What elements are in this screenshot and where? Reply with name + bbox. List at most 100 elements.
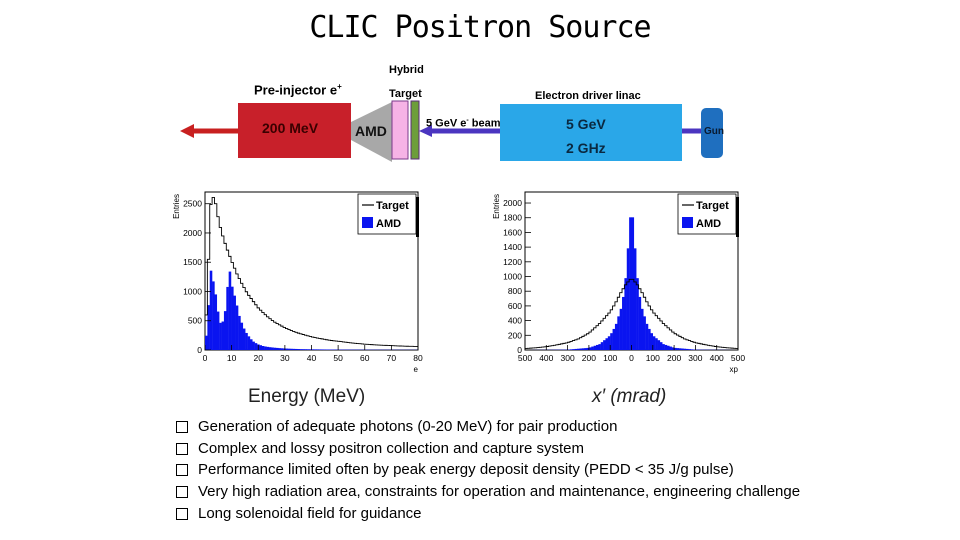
amd-bar xyxy=(290,348,293,350)
y-tick-label: 600 xyxy=(508,301,522,311)
amd-bar xyxy=(214,294,218,350)
y-tick-label: 1600 xyxy=(503,227,522,237)
legend-amd-label: AMD xyxy=(376,218,401,230)
amd-bar xyxy=(240,322,244,350)
amd-bar xyxy=(586,347,590,350)
gun-label: Gun xyxy=(704,126,724,137)
amd-bar xyxy=(212,281,215,350)
amd-bar xyxy=(299,349,303,350)
amd-bar xyxy=(223,311,227,350)
amd-bar xyxy=(629,217,632,350)
amd-bar xyxy=(278,348,281,350)
amd-bar xyxy=(304,349,307,350)
amd-bar xyxy=(640,308,644,350)
x-tick-label: 0 xyxy=(203,353,208,363)
amd-bar xyxy=(667,345,670,350)
angle-histogram: 500 400 300 200 100 0 100 200 300 400 500020040060… xyxy=(492,191,745,374)
preinjector-energy: 200 MeV xyxy=(262,120,319,136)
x-tick-label: 400 xyxy=(539,353,553,363)
amd-bar xyxy=(569,349,573,350)
amd-bar xyxy=(662,344,665,350)
y-tick-label: 1800 xyxy=(503,213,522,223)
y-tick-label: 2000 xyxy=(183,228,202,238)
list-item: Generation of adequate photons (0-20 MeV… xyxy=(176,416,800,438)
amd-bar xyxy=(591,346,594,350)
amd-bar xyxy=(247,336,251,350)
amd-bar xyxy=(633,248,637,350)
x-tick-label: 100 xyxy=(603,353,617,363)
amd-bar xyxy=(302,349,305,350)
x-tick-label: 0 xyxy=(629,353,634,363)
amd-bar xyxy=(605,338,609,350)
amd-bar xyxy=(600,342,604,350)
y-tick-label: 2000 xyxy=(503,198,522,208)
x-tick-label: 200 xyxy=(667,353,681,363)
amd-bar xyxy=(626,248,630,350)
amd-bar xyxy=(681,348,684,350)
amd-bar xyxy=(643,316,646,350)
checkbox-bullet-icon xyxy=(176,421,188,434)
y-tick-label: 0 xyxy=(517,345,522,355)
electron-gun: Gun xyxy=(701,108,724,158)
preinjector-linac-box: 200 MeV xyxy=(238,103,351,158)
x-axis-label: e xyxy=(414,365,419,374)
amd-bar xyxy=(645,323,649,350)
x-tick-label: 400 xyxy=(710,353,724,363)
driver-linac-box: 5 GeV 2 GHz xyxy=(500,104,682,161)
x-tick-label: 40 xyxy=(307,353,317,363)
driver-linac-label: Electron driver linac xyxy=(535,90,641,102)
amd-bar xyxy=(577,348,580,350)
legend-shadow xyxy=(416,197,419,237)
amd-bar xyxy=(574,348,578,350)
x-tick-label: 100 xyxy=(646,353,660,363)
amd-bar xyxy=(306,349,310,350)
amd-bar xyxy=(690,349,694,350)
amd-bar xyxy=(622,296,625,350)
amd-bar xyxy=(235,305,239,350)
y-tick-label: 1200 xyxy=(503,257,522,267)
amd-bar xyxy=(678,348,682,350)
amd-bar xyxy=(311,349,315,350)
amd-bar xyxy=(603,340,606,350)
amd-bar xyxy=(285,348,289,350)
x-tick-label: 500 xyxy=(731,353,745,363)
beam-label: 5 GeV e- beam xyxy=(426,117,501,130)
amd-bar xyxy=(323,349,326,350)
amd-bar xyxy=(283,348,286,350)
amd-bar xyxy=(207,305,210,350)
checkbox-bullet-icon xyxy=(176,486,188,499)
amd-bar xyxy=(221,321,225,350)
driver-beam-arrowhead xyxy=(419,125,432,137)
amd-bar xyxy=(320,349,324,350)
target-histogram-line xyxy=(205,197,418,347)
amd-bar xyxy=(674,347,677,350)
preinjector-label: Pre-injector e+ xyxy=(254,82,342,98)
amd-bar xyxy=(276,347,279,350)
amd-bar xyxy=(636,278,639,350)
positron-output-arrowhead xyxy=(180,124,194,138)
amd-bar xyxy=(659,342,663,350)
amd-bar xyxy=(297,349,300,350)
amd-bar xyxy=(261,346,265,350)
target-label: Target xyxy=(389,88,422,100)
amd-bar xyxy=(593,345,597,350)
legend-amd-label: AMD xyxy=(696,218,721,230)
amd-bar xyxy=(231,286,234,350)
target-green-slab xyxy=(410,100,420,160)
amd-bar xyxy=(683,348,687,350)
list-item: Performance limited often by peak energy… xyxy=(176,459,800,481)
amd-bar xyxy=(652,336,656,350)
y-tick-label: 400 xyxy=(508,316,522,326)
amd-bar xyxy=(631,217,635,350)
y-tick-label: 0 xyxy=(197,345,202,355)
amd-bar xyxy=(238,315,241,350)
amd-bar xyxy=(273,347,277,350)
list-item: Complex and lossy positron collection an… xyxy=(176,438,800,460)
amd-bar xyxy=(671,347,675,350)
y-tick-label: 1500 xyxy=(183,257,202,267)
x-tick-label: 300 xyxy=(688,353,702,363)
target-histogram-line xyxy=(525,278,738,349)
y-axis-label: Entries xyxy=(492,194,501,219)
amd-bar xyxy=(271,347,274,350)
driver-energy: 5 GeV xyxy=(566,116,606,132)
